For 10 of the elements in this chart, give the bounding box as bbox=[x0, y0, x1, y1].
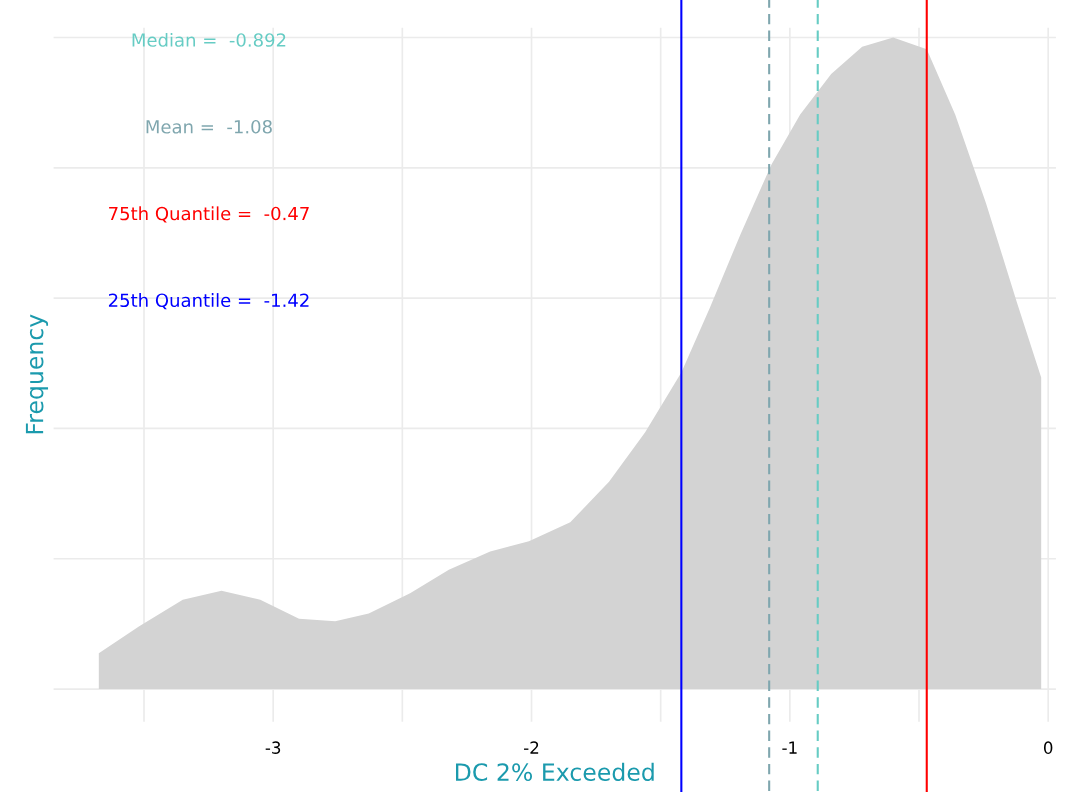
ref-line-label: Mean = -1.08 bbox=[146, 119, 272, 134]
x-axis-title: DC 2% Exceeded bbox=[456, 762, 654, 782]
x-tick-label: -3 bbox=[265, 741, 281, 754]
x-tick-label: 0 bbox=[1043, 741, 1053, 754]
x-tick-label: -2 bbox=[524, 741, 539, 754]
ref-line-label: 25th Quantile = -1.42 bbox=[108, 293, 309, 310]
ref-line-label: 75th Quantile = -0.47 bbox=[109, 206, 309, 223]
x-tick-label: -1 bbox=[782, 741, 797, 754]
ref-line-label: Median = -0.892 bbox=[132, 32, 286, 47]
y-axis-title: Frequency bbox=[25, 314, 49, 434]
